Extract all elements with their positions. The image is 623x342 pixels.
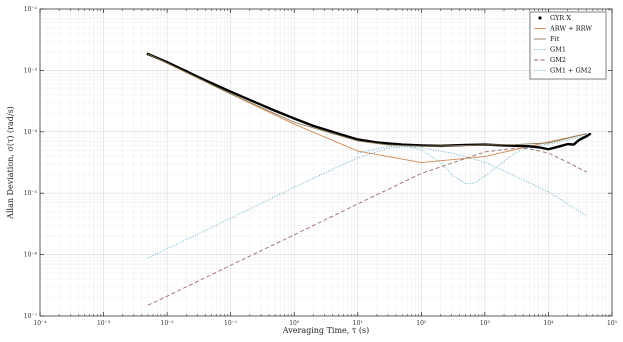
legend-label: GM1 + GM2: [550, 67, 592, 75]
y-tick-label: 10⁻²: [24, 6, 38, 13]
x-tick-label: 10⁻³: [97, 320, 111, 327]
x-tick-label: 10⁰: [289, 320, 300, 327]
legend: GYR X ARW + RRW Fit GM1 GM2 GM1 + GM2: [529, 11, 607, 80]
y-tick-label: 10⁻⁵: [24, 190, 38, 197]
series-line-gyr-x: [146, 52, 592, 151]
x-tick-label: 10⁻²: [161, 320, 175, 327]
x-tick-label: 10⁻⁴: [33, 320, 47, 327]
plot-area: [39, 8, 613, 317]
x-tick-label: 10⁻¹: [224, 320, 237, 327]
legend-swatch: [538, 16, 542, 20]
series-layer: [146, 52, 592, 306]
y-axis-label: Allan Deviation, σ(τ) (rad/s): [6, 106, 15, 220]
legend-label: ARW + RRW: [549, 25, 592, 33]
legend-box: [529, 11, 607, 80]
legend-label: GM1: [550, 46, 566, 54]
x-tick-label: 10⁴: [543, 320, 554, 327]
series-line-gm1-gm2: [357, 134, 587, 185]
x-tick-label: 10¹: [353, 320, 363, 327]
series-line-fit: [147, 53, 587, 147]
legend-label: GYR X: [550, 14, 571, 22]
y-tick-label: 10⁻⁶: [24, 252, 38, 259]
legend-label: GM2: [550, 56, 566, 64]
y-tick-label: 10⁻⁴: [24, 129, 38, 136]
x-tick-label: 10²: [416, 320, 427, 327]
x-axis-label: Averaging Time, τ (s): [282, 326, 369, 335]
y-tick-label: 10⁻³: [24, 67, 38, 74]
axis-ticks: 10⁻⁴ 10⁻³ 10⁻² 10⁻¹ 10⁰ 10¹ 10² 10³ 10⁴ 10⁵10⁻⁷10…: [24, 6, 618, 327]
y-tick-label: 10⁻⁷: [24, 313, 38, 320]
series-line-gm2: [147, 147, 587, 306]
legend-label: Fit: [550, 35, 560, 43]
x-tick-label: 10³: [480, 320, 491, 327]
x-tick-label: 10⁵: [607, 320, 618, 327]
